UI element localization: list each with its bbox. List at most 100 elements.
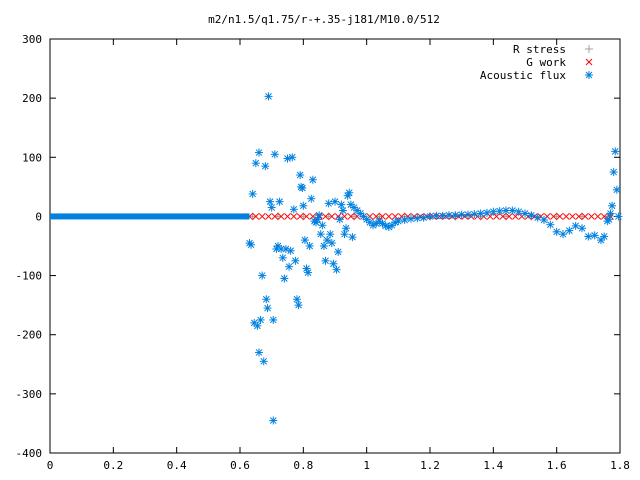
x-tick-label: 0.8 [293, 459, 313, 472]
data-point [559, 230, 567, 239]
data-point [609, 168, 618, 177]
data-point [489, 207, 498, 216]
data-point [451, 211, 460, 220]
data-point [514, 207, 523, 216]
data-point [512, 213, 519, 220]
data-point [606, 209, 615, 218]
data-point [588, 213, 595, 220]
legend-marker [585, 71, 593, 79]
x-tick-label: 0.6 [230, 459, 250, 472]
data-point [594, 213, 602, 220]
data-point [483, 208, 491, 217]
data-point [299, 201, 308, 210]
data-point [305, 242, 314, 250]
data-point [470, 210, 479, 219]
data-point [533, 213, 542, 222]
data-point [322, 213, 329, 220]
data-point [347, 213, 355, 220]
data-point [331, 197, 339, 206]
data-point [318, 221, 327, 230]
data-point [445, 211, 453, 220]
data-point [328, 213, 336, 220]
data-point [253, 321, 262, 330]
series-baseline-band [50, 213, 250, 220]
data-point [307, 194, 316, 203]
data-point [252, 213, 260, 220]
data-point [258, 271, 267, 280]
data-point [288, 153, 297, 162]
data-point [345, 188, 354, 197]
data-point [575, 213, 583, 220]
data-point [604, 215, 613, 224]
legend-label: R stress [513, 43, 566, 56]
data-point [505, 213, 513, 220]
data-point [407, 214, 415, 223]
data-point [340, 230, 349, 239]
data-point [308, 175, 317, 184]
data-point [263, 304, 272, 313]
data-point [556, 213, 564, 220]
data-point [493, 213, 500, 220]
data-point [258, 213, 266, 220]
data-point [571, 221, 580, 230]
legend-label: Acoustic flux [480, 69, 566, 82]
data-point [608, 201, 617, 210]
data-point [265, 213, 272, 220]
data-point [385, 213, 393, 220]
data-point [291, 256, 300, 265]
data-point [342, 224, 351, 233]
data-point [280, 274, 289, 283]
data-point [600, 213, 608, 220]
data-point [290, 213, 298, 220]
data-point [285, 262, 294, 271]
data-point [334, 247, 343, 256]
data-point [269, 416, 278, 425]
y-tick-label: 200 [22, 92, 42, 105]
data-point [565, 226, 574, 235]
data-point [293, 295, 301, 304]
data-point [304, 268, 313, 277]
data-point [316, 230, 325, 239]
x-tick-label: 1.2 [420, 459, 440, 472]
data-point [264, 92, 273, 101]
data-point [476, 209, 485, 218]
data-point [391, 213, 399, 220]
axes: 300 200 100 0 -100 -200 -300 -400 0 0.2 0.4 0.6 0.8 1… [16, 33, 630, 472]
data-point [277, 213, 285, 220]
data-point [590, 231, 599, 240]
y-tick-label: -200 [16, 329, 43, 342]
data-point [611, 147, 620, 156]
data-point [600, 232, 609, 241]
data-point [269, 315, 278, 324]
y-tick-label: -100 [16, 270, 43, 283]
data-point [256, 315, 265, 324]
data-point [614, 212, 623, 221]
x-tick-label: 1.6 [547, 459, 567, 472]
data-point [581, 213, 589, 220]
legend-label: G work [526, 56, 566, 69]
data-point [267, 203, 276, 212]
data-point [413, 214, 422, 223]
data-point [578, 224, 586, 233]
data-point [329, 259, 338, 268]
data-point [248, 189, 257, 198]
data-point [584, 232, 593, 241]
legend-marker [585, 45, 593, 53]
data-point [261, 162, 270, 171]
data-point [527, 211, 536, 220]
data-point [521, 209, 529, 218]
data-point [303, 213, 310, 220]
data-point [275, 197, 284, 206]
data-point [259, 357, 268, 366]
data-point [394, 217, 403, 226]
y-tick-label: 300 [22, 33, 42, 46]
data-point [550, 213, 557, 220]
plot-frame [49, 38, 621, 454]
data-point [319, 242, 328, 250]
legend-marker [585, 58, 593, 66]
data-point [278, 253, 287, 262]
data-point [289, 205, 298, 214]
chart-title: m2/n1.5/q1.75/r-+.35-j181/M10.0/512 [208, 13, 440, 26]
